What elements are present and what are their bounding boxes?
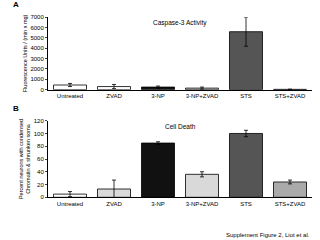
svg-text:120: 120 — [34, 118, 45, 124]
svg-text:Percent neurons with condensed: Percent neurons with condensedChromatin … — [18, 119, 31, 199]
svg-text:2000: 2000 — [30, 66, 44, 72]
svg-text:40: 40 — [37, 169, 44, 175]
svg-text:Cell Death: Cell Death — [165, 123, 196, 130]
svg-text:Supplement Figure 2, Liot et a: Supplement Figure 2, Liot et al. — [226, 232, 310, 238]
svg-text:Untreated: Untreated — [57, 201, 83, 207]
svg-text:3-NP: 3-NP — [151, 93, 165, 99]
svg-text:STS+ZVAD: STS+ZVAD — [275, 93, 306, 99]
svg-text:STS: STS — [240, 201, 252, 207]
svg-text:3000: 3000 — [30, 56, 44, 62]
svg-text:Caspase-3 Activity: Caspase-3 Activity — [153, 19, 207, 27]
svg-text:B: B — [13, 104, 19, 113]
svg-text:Untreated: Untreated — [57, 93, 83, 99]
svg-text:STS: STS — [240, 93, 252, 99]
svg-text:0: 0 — [40, 87, 44, 93]
svg-text:20: 20 — [37, 182, 44, 188]
svg-text:6000: 6000 — [30, 25, 44, 31]
svg-text:7000: 7000 — [30, 14, 44, 20]
svg-text:80: 80 — [37, 143, 44, 149]
svg-text:0: 0 — [40, 194, 44, 200]
svg-text:100: 100 — [34, 131, 45, 137]
svg-text:A: A — [13, 0, 19, 9]
svg-text:ZVAD: ZVAD — [106, 201, 122, 207]
svg-text:5000: 5000 — [30, 35, 44, 41]
svg-text:STS+ZVAD: STS+ZVAD — [275, 201, 306, 207]
svg-text:3-NP+ZVAD: 3-NP+ZVAD — [186, 201, 219, 207]
svg-text:3-NP: 3-NP — [151, 201, 165, 207]
svg-text:4000: 4000 — [30, 45, 44, 51]
svg-text:ZVAD: ZVAD — [106, 93, 122, 99]
svg-text:Fluorescence Units / (min x mg: Fluorescence Units / (min x mg) — [22, 14, 28, 92]
svg-text:60: 60 — [37, 156, 44, 162]
svg-text:3-NP+ZVAD: 3-NP+ZVAD — [186, 93, 219, 99]
svg-text:1000: 1000 — [30, 76, 44, 82]
